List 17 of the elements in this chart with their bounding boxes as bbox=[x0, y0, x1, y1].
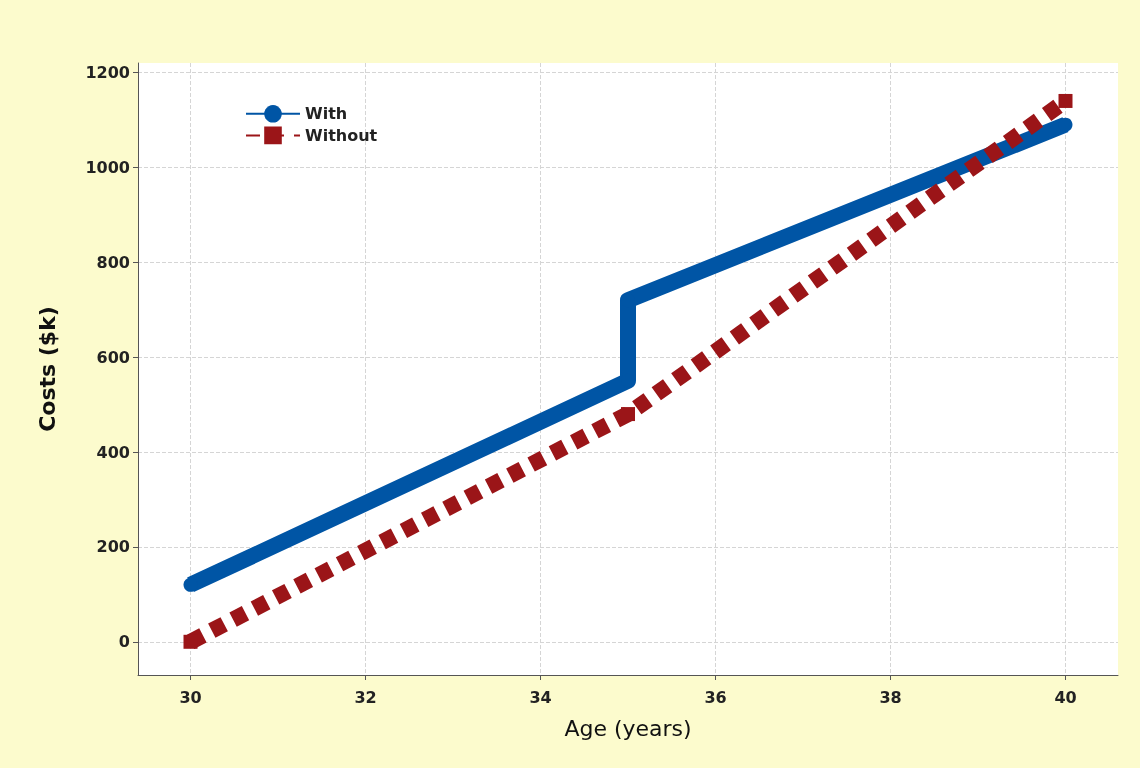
x-tick-label: 38 bbox=[879, 687, 902, 707]
x-tick-label: 36 bbox=[704, 687, 727, 707]
y-axis-title: Costs ($k) bbox=[34, 306, 60, 432]
y-tick-label: 1000 bbox=[85, 157, 130, 177]
y-tick-label: 600 bbox=[96, 347, 130, 367]
x-axis-title: Age (years) bbox=[564, 715, 692, 741]
y-tick-label: 200 bbox=[96, 537, 130, 557]
legend-label: Without bbox=[305, 125, 378, 145]
x-tick-label: 32 bbox=[354, 687, 377, 707]
x-tick-label: 34 bbox=[529, 687, 552, 707]
y-tick-label: 1200 bbox=[85, 62, 130, 82]
x-tick-label: 30 bbox=[179, 687, 202, 707]
y-tick-label: 800 bbox=[96, 252, 130, 272]
y-tick-label: 0 bbox=[118, 632, 130, 652]
legend-label: With bbox=[305, 104, 348, 124]
x-tick-label: 40 bbox=[1054, 687, 1077, 707]
y-tick-label: 400 bbox=[96, 442, 130, 462]
